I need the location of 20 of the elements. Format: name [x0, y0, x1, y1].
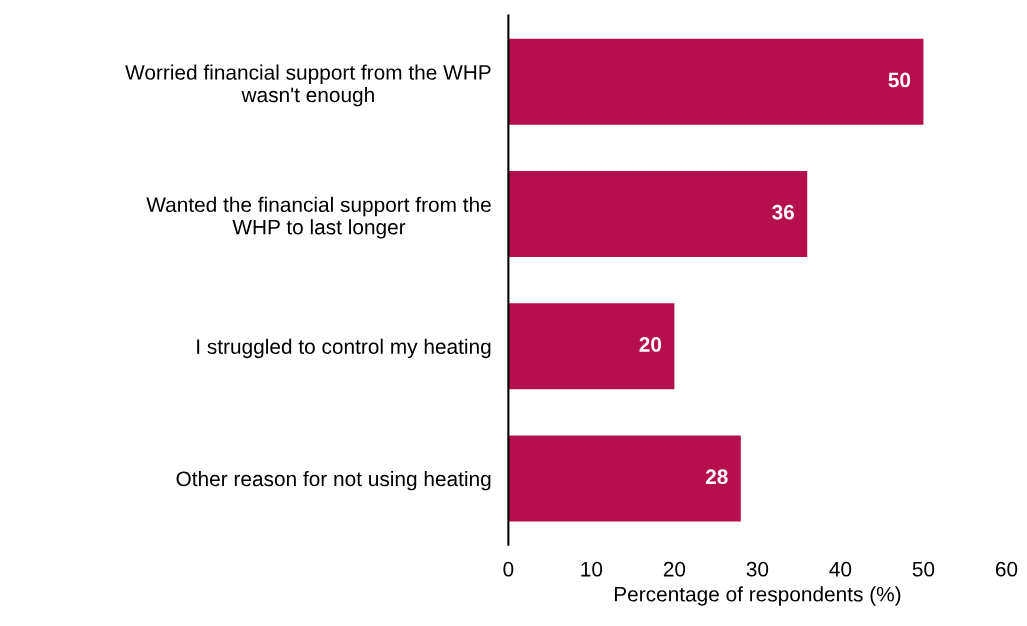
y-tick-label: Other reason for not using heating [176, 470, 491, 491]
x-tick-label: 30 [746, 561, 769, 577]
bar [508, 303, 675, 390]
x-tick-label: 0 [503, 561, 514, 577]
x-tick-label: 60 [995, 561, 1018, 577]
x-tick-label: 40 [829, 561, 852, 577]
y-tick-label: I struggled to control my heating [197, 338, 491, 359]
bar [508, 38, 924, 125]
data-label: 50 [888, 72, 911, 88]
bar [508, 171, 808, 257]
y-tick-label: Wanted the financial support from the WHP to last longer [146, 196, 491, 239]
data-label: 36 [772, 204, 795, 220]
x-tick-label: 50 [912, 561, 935, 577]
x-axis-title: Percentage of respondents (%) [614, 586, 901, 606]
x-tick-label: 10 [581, 561, 603, 577]
y-tick-label: Worried financial support from the WHP wasn't enough [125, 64, 491, 107]
bar [508, 435, 741, 522]
data-label: 28 [705, 469, 728, 485]
data-label: 20 [639, 337, 662, 352]
x-tick-label: 20 [663, 561, 686, 577]
